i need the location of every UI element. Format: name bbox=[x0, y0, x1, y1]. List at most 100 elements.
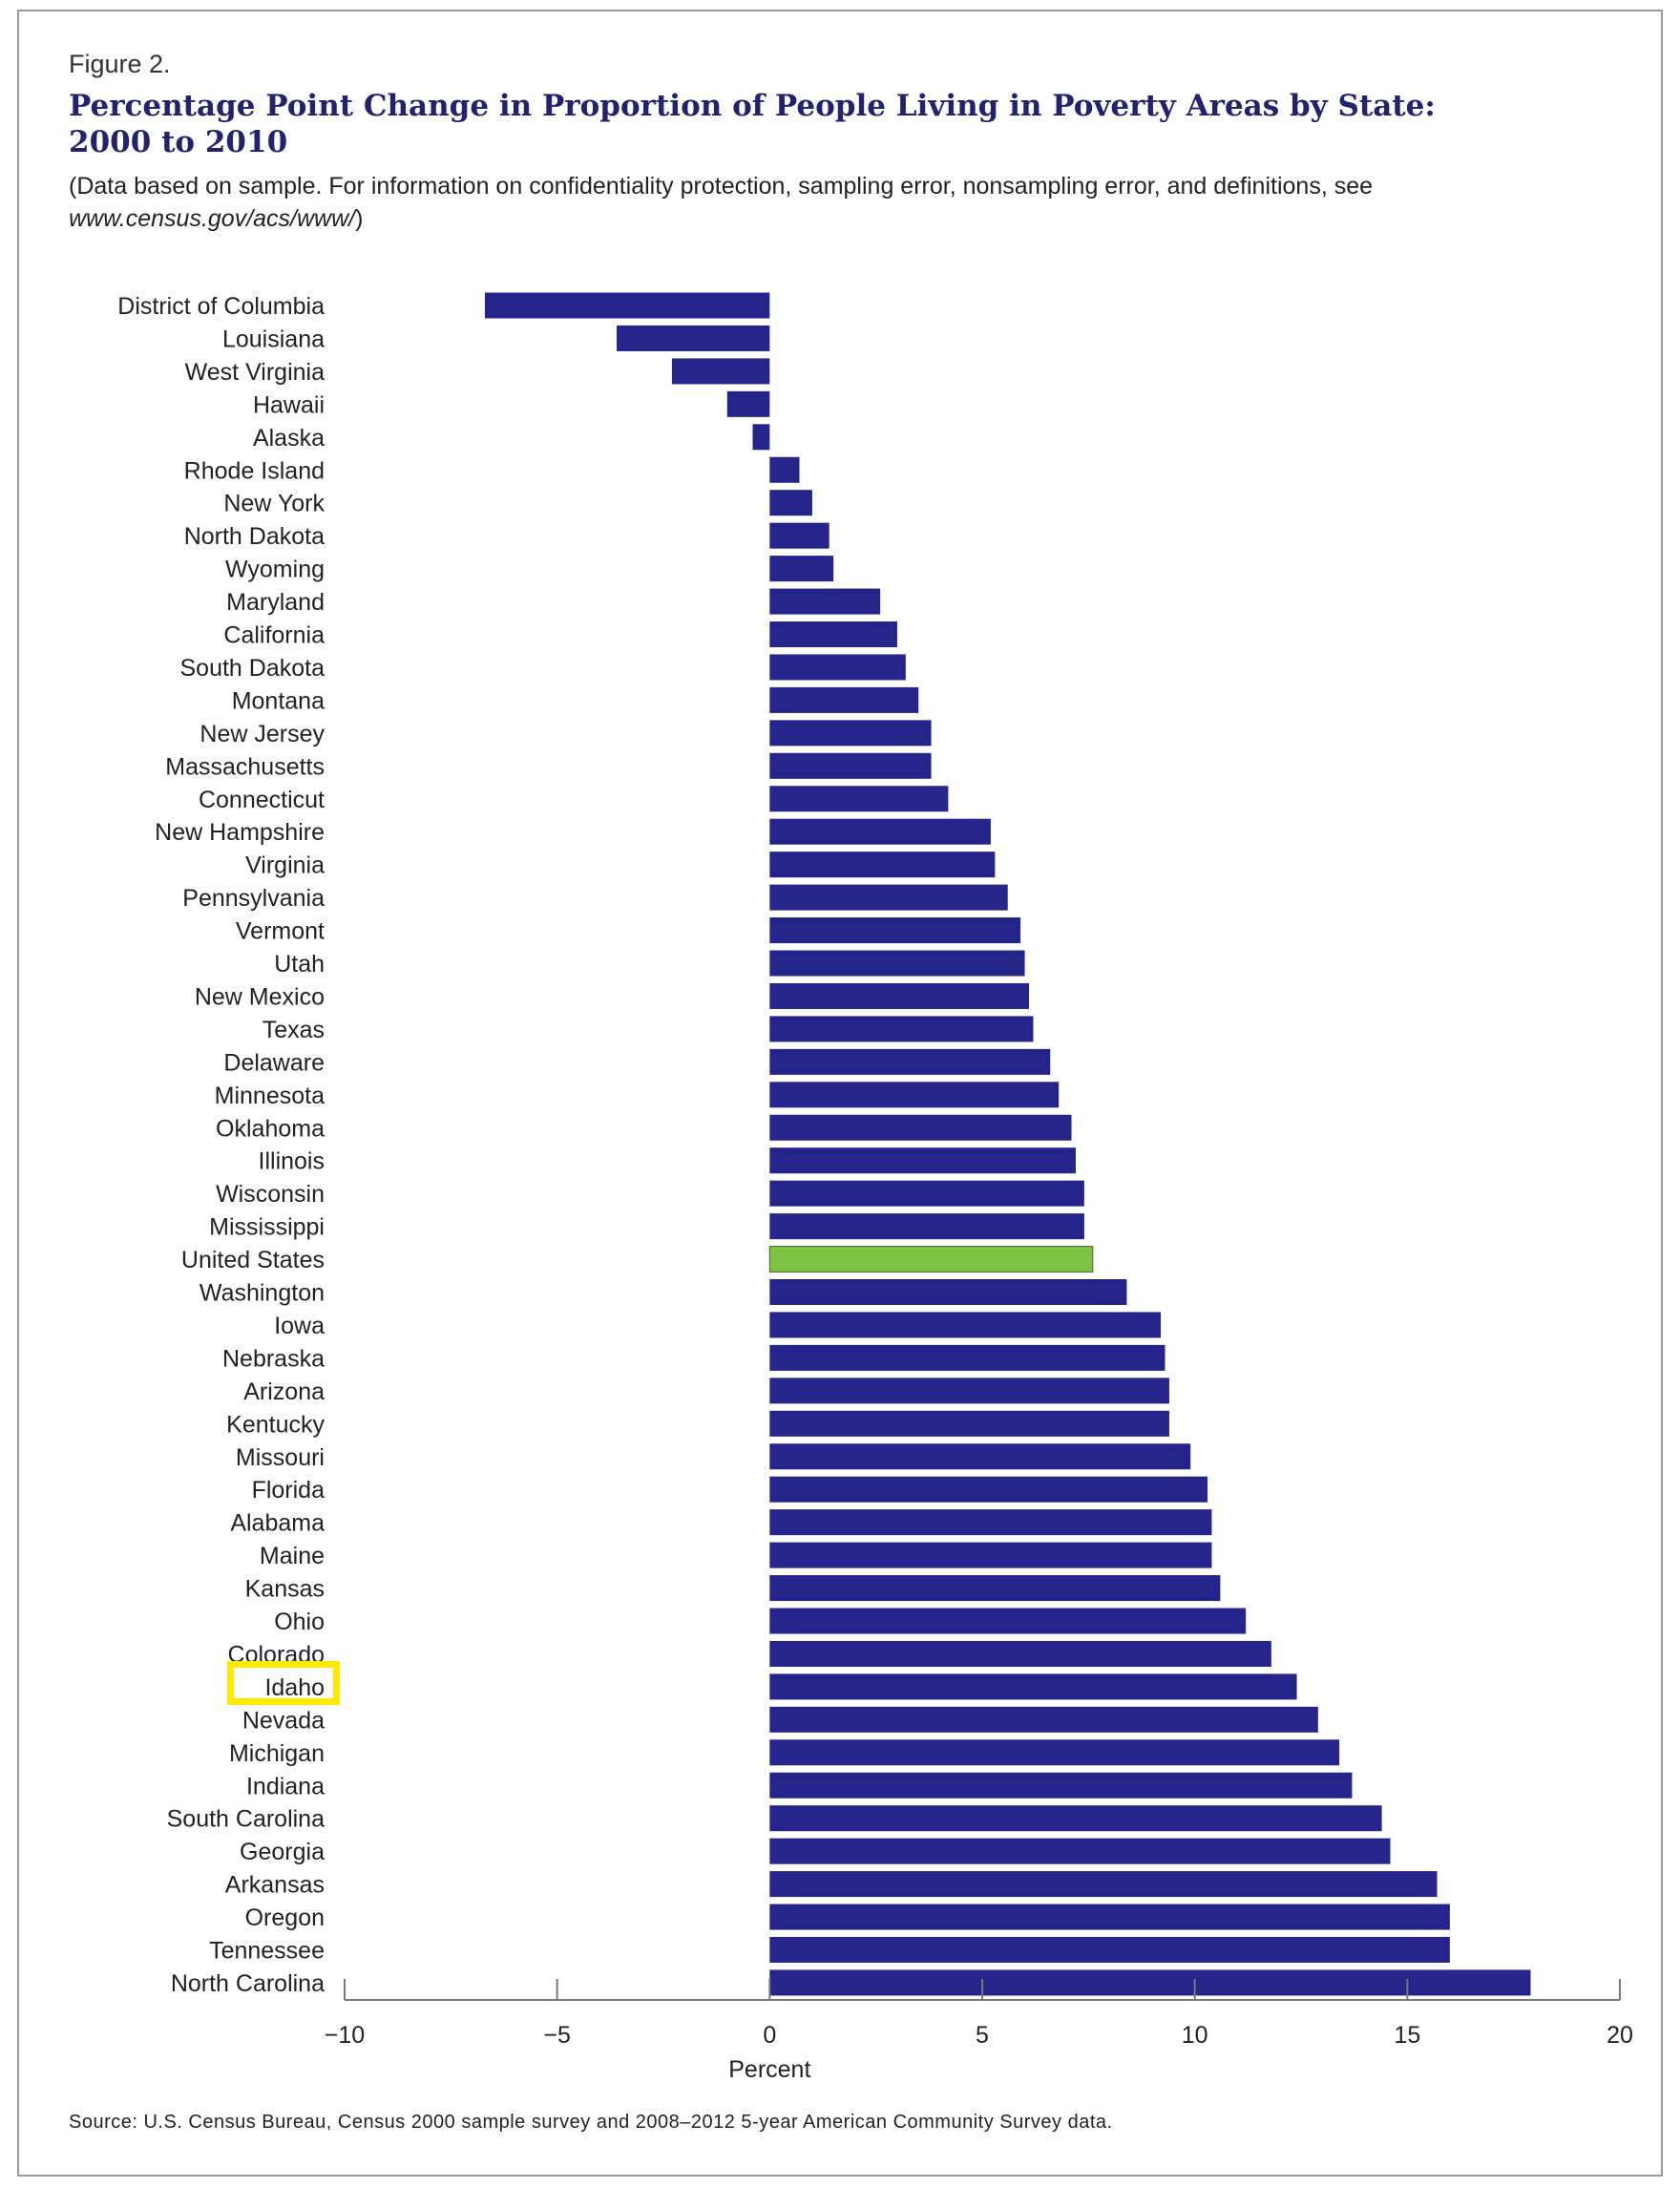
category-label: Tennessee bbox=[209, 1938, 325, 1965]
category-label: Alabama bbox=[230, 1510, 325, 1537]
bar-south-dakota bbox=[769, 654, 906, 681]
bar-maine bbox=[769, 1542, 1212, 1568]
x-tick-label: 5 bbox=[976, 2022, 989, 2049]
category-label: Mississippi bbox=[209, 1214, 325, 1241]
category-label: United States bbox=[181, 1247, 325, 1273]
category-label: Virginia bbox=[245, 852, 325, 879]
bar-oregon bbox=[769, 1904, 1450, 1930]
bar-alaska bbox=[752, 424, 770, 451]
category-label: Idaho bbox=[264, 1674, 325, 1701]
category-label: Rhode Island bbox=[184, 457, 325, 484]
bar-kentucky bbox=[769, 1410, 1169, 1437]
bar-georgia bbox=[769, 1838, 1391, 1864]
bar-wisconsin bbox=[769, 1180, 1084, 1207]
category-label: Delaware bbox=[223, 1049, 325, 1076]
bar-michigan bbox=[769, 1739, 1340, 1766]
bar-new-hampshire bbox=[769, 818, 991, 845]
category-label: Arizona bbox=[243, 1378, 325, 1405]
bar-florida bbox=[769, 1476, 1208, 1503]
category-label: Georgia bbox=[240, 1839, 325, 1865]
category-label: Ohio bbox=[274, 1609, 325, 1635]
x-tick-label: 15 bbox=[1394, 2022, 1420, 2049]
x-tick-label: 10 bbox=[1182, 2022, 1208, 2049]
bar-north-carolina bbox=[769, 1969, 1531, 1996]
category-label: Iowa bbox=[274, 1313, 325, 1339]
bar-idaho bbox=[769, 1673, 1297, 1700]
category-label: Minnesota bbox=[215, 1083, 325, 1109]
idaho-highlight-box bbox=[227, 1661, 340, 1705]
figure-label: Figure 2. bbox=[69, 50, 171, 78]
bar-utah bbox=[769, 950, 1025, 977]
category-label: Hawaii bbox=[253, 391, 325, 418]
bar-massachusetts bbox=[769, 752, 932, 779]
category-label: Michigan bbox=[229, 1740, 325, 1767]
bar-connecticut bbox=[769, 786, 949, 812]
category-label: Alaska bbox=[253, 425, 325, 452]
bar-mississippi bbox=[769, 1213, 1084, 1240]
category-label: Washington bbox=[200, 1280, 325, 1307]
category-label: Massachusetts bbox=[165, 753, 325, 780]
x-axis-label: Percent bbox=[728, 2056, 810, 2083]
bar-california bbox=[769, 621, 897, 647]
note-link[interactable]: www.census.gov/acs/www/ bbox=[69, 205, 356, 232]
bar-nebraska bbox=[769, 1344, 1166, 1371]
category-label: Vermont bbox=[236, 918, 325, 945]
category-label: New Mexico bbox=[195, 983, 325, 1010]
bar-ohio bbox=[769, 1608, 1247, 1634]
category-label: Wisconsin bbox=[216, 1181, 325, 1208]
bar-rhode-island bbox=[769, 456, 800, 483]
bar-nevada bbox=[769, 1706, 1318, 1733]
category-label: New Hampshire bbox=[155, 819, 325, 846]
bar-iowa bbox=[769, 1312, 1162, 1338]
bar-united-states bbox=[768, 1246, 1094, 1273]
category-label: Oregon bbox=[245, 1904, 325, 1931]
bar-new-mexico bbox=[769, 982, 1029, 1009]
bar-north-dakota bbox=[769, 522, 830, 549]
category-label: Texas bbox=[262, 1017, 325, 1043]
category-label: North Carolina bbox=[171, 1970, 325, 1997]
bar-virginia bbox=[769, 852, 996, 878]
note-text: (Data based on sample. For information o… bbox=[69, 173, 1374, 200]
bar-new-jersey bbox=[769, 720, 932, 747]
bar-montana bbox=[769, 686, 919, 713]
category-label: Kansas bbox=[245, 1576, 325, 1603]
chart-title: Percentage Point Change in Proportion of… bbox=[69, 89, 1436, 159]
bar-district-of-columbia bbox=[484, 292, 770, 319]
bar-new-york bbox=[769, 490, 812, 516]
category-label: South Dakota bbox=[180, 655, 326, 682]
note-suffix: ) bbox=[355, 205, 364, 232]
category-label: Missouri bbox=[236, 1444, 325, 1471]
bar-west-virginia bbox=[671, 358, 770, 385]
category-label: Connecticut bbox=[199, 787, 325, 813]
bar-alabama bbox=[769, 1509, 1212, 1536]
category-label: District of Columbia bbox=[117, 293, 325, 320]
chart-note: (Data based on sample. For information o… bbox=[69, 170, 1501, 235]
category-label: Florida bbox=[252, 1477, 326, 1504]
bar-hawaii bbox=[726, 390, 770, 417]
bar-wyoming bbox=[769, 556, 834, 582]
category-label: West Virginia bbox=[185, 359, 325, 386]
bar-south-carolina bbox=[769, 1805, 1382, 1832]
x-tick-label: −10 bbox=[325, 2022, 365, 2049]
bar-arizona bbox=[769, 1378, 1169, 1404]
category-label: South Carolina bbox=[167, 1806, 325, 1833]
category-label: Louisiana bbox=[222, 326, 325, 352]
figure-frame bbox=[17, 10, 1663, 2177]
category-label: Indiana bbox=[246, 1773, 325, 1799]
bar-indiana bbox=[769, 1772, 1353, 1799]
category-label: Wyoming bbox=[225, 557, 325, 583]
bar-minnesota bbox=[769, 1082, 1060, 1108]
bar-texas bbox=[769, 1016, 1034, 1042]
bar-louisiana bbox=[617, 325, 770, 351]
bar-colorado bbox=[769, 1640, 1271, 1667]
category-label: Nebraska bbox=[222, 1345, 325, 1372]
category-label: Maine bbox=[260, 1543, 325, 1569]
x-tick-label: 20 bbox=[1606, 2022, 1633, 2049]
x-tick-label: 0 bbox=[763, 2022, 776, 2049]
bar-vermont bbox=[769, 917, 1021, 944]
category-label: Arkansas bbox=[225, 1872, 325, 1899]
bar-arkansas bbox=[769, 1871, 1438, 1898]
category-label: Utah bbox=[274, 951, 325, 978]
x-tick-label: −5 bbox=[543, 2022, 571, 2049]
